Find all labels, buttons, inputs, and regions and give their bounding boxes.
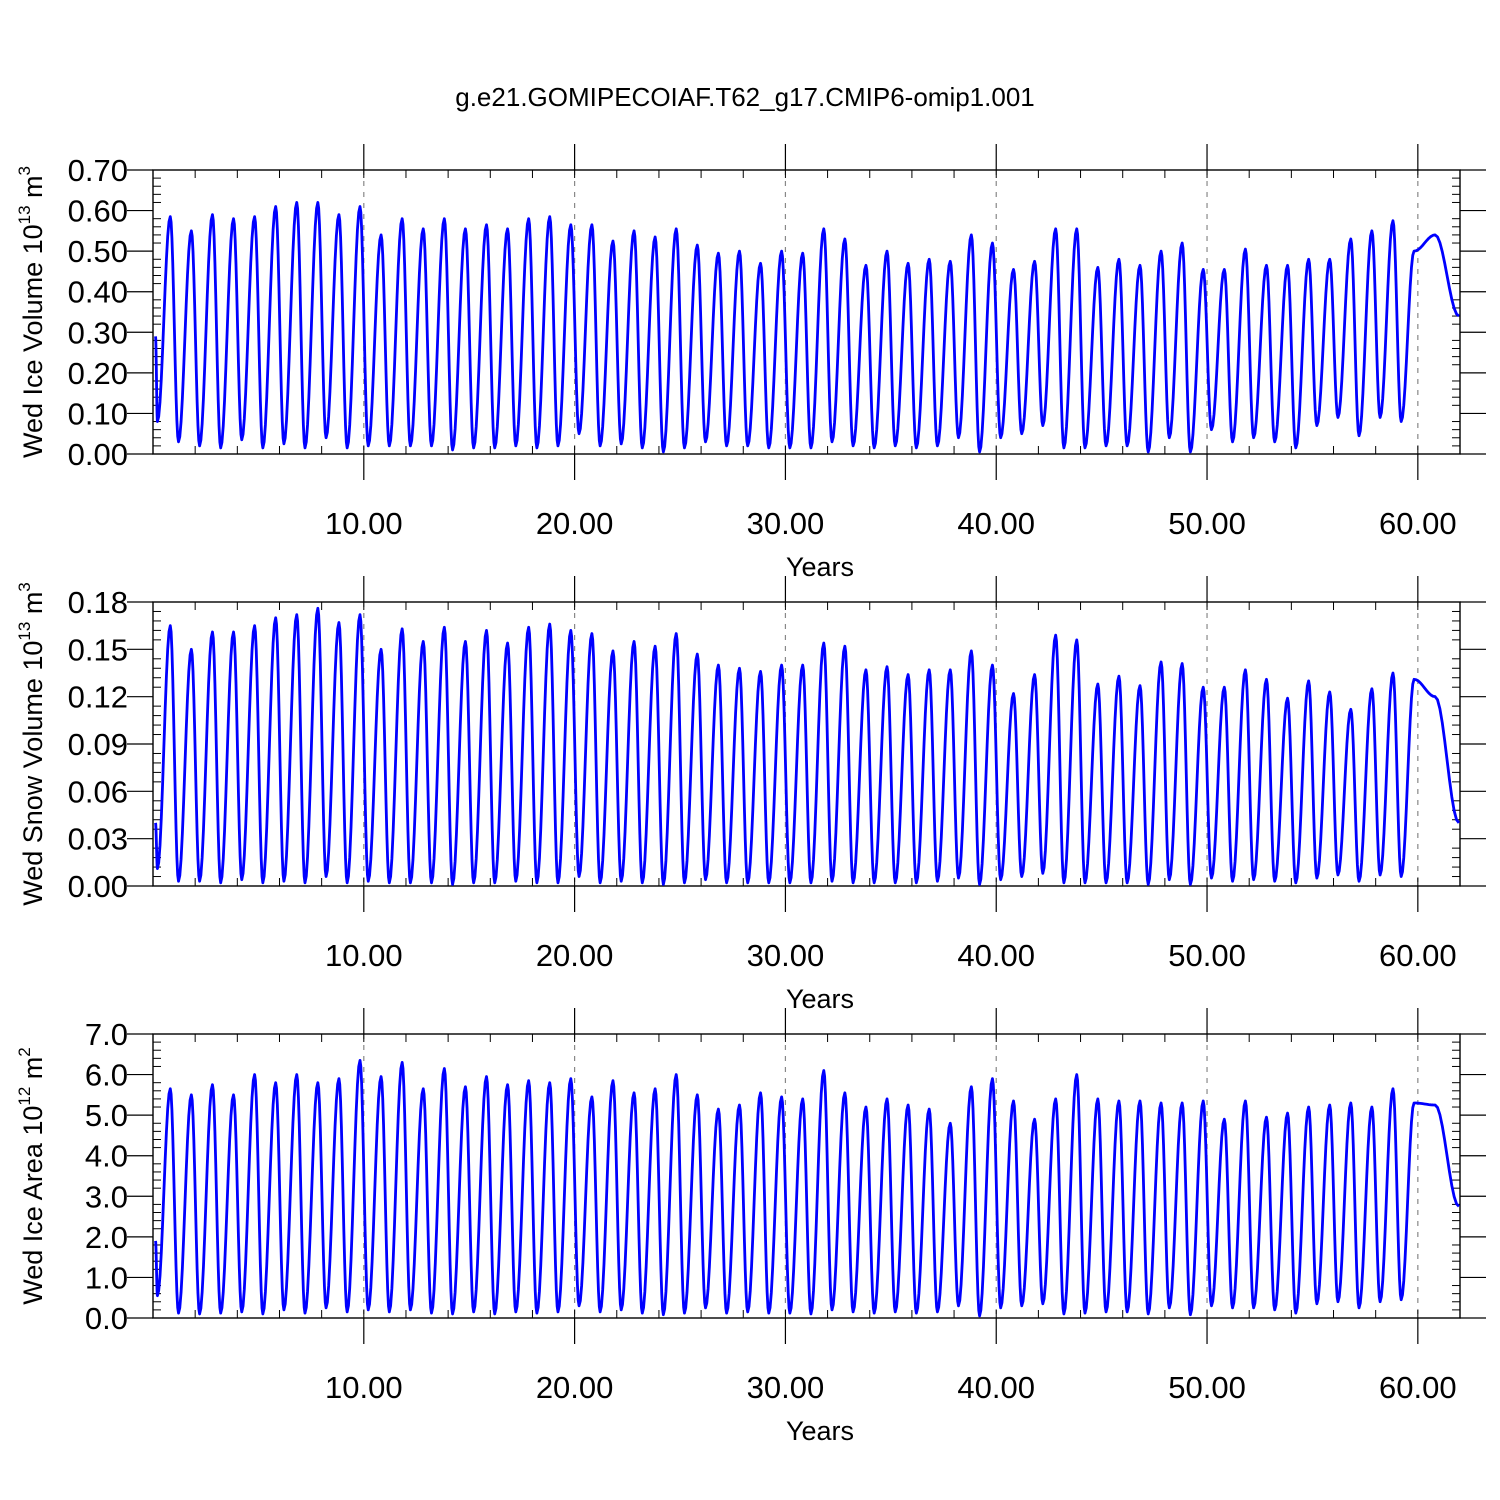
x-tick-label: 30.00 (747, 506, 825, 541)
x-tick-label: 60.00 (1379, 506, 1457, 541)
x-tick-label: 60.00 (1379, 938, 1457, 973)
panels: 10.00 20.00 30.00 40.00 50.00 60.00 0.00 0.10 0.… (15, 144, 1486, 1446)
y-tick-label: 4.0 (85, 1139, 128, 1174)
y-tick-label: 6.0 (85, 1058, 128, 1093)
x-tick-label: 10.00 (325, 1370, 403, 1405)
panel-3: 10.00 20.00 30.00 40.00 50.00 60.00 0.0 1.0 2.0 3… (15, 1008, 1486, 1446)
x-tick-label: 50.00 (1168, 938, 1246, 973)
y-axis-label: Wed Snow Volume 1013 m3 (15, 582, 48, 906)
x-tick-label: 20.00 (536, 506, 614, 541)
y-tick-label: 2.0 (85, 1220, 128, 1255)
y-tick-label: 0.12 (68, 680, 128, 715)
x-tick-label: 10.00 (325, 938, 403, 973)
x-tick-label: 20.00 (536, 1370, 614, 1405)
x-tick-label: 40.00 (957, 506, 1035, 541)
y-tick-label: 1.0 (85, 1260, 128, 1295)
y-tick-label: 0.00 (68, 437, 128, 472)
x-tick-label: 60.00 (1379, 1370, 1457, 1405)
x-axis-label: Years (786, 984, 854, 1014)
series-line (154, 606, 1461, 886)
plot-frame (152, 169, 1461, 455)
y-axis-label: Wed Ice Area 1012 m2 (15, 1047, 48, 1305)
x-tick-label: 10.00 (325, 506, 403, 541)
y-tick-label: 0.70 (68, 153, 128, 188)
series-line (154, 1058, 1460, 1318)
y-tick-label: 0.40 (68, 275, 128, 310)
y-tick-label: 3.0 (85, 1179, 128, 1214)
y-tick-label: 0.15 (68, 632, 128, 667)
y-tick-label: 0.50 (68, 234, 128, 269)
x-tick-label: 50.00 (1168, 1370, 1246, 1405)
y-tick-label: 0.30 (68, 315, 128, 350)
figure-title: g.e21.GOMIPECOIAF.T62_g17.CMIP6-omip1.00… (455, 82, 1035, 112)
series-line (154, 201, 1460, 454)
x-axis-label: Years (786, 552, 854, 582)
y-tick-label: 0.0 (85, 1301, 128, 1336)
x-tick-label: 30.00 (747, 1370, 825, 1405)
y-tick-label: 0.09 (68, 727, 128, 762)
y-tick-label: 0.06 (68, 774, 128, 809)
plot-frame (152, 1033, 1461, 1319)
y-axis-label: Wed Ice Volume 1013 m3 (15, 166, 48, 458)
y-tick-label: 0.20 (68, 356, 128, 391)
x-tick-label: 40.00 (957, 1370, 1035, 1405)
panel-2: 10.00 20.00 30.00 40.00 50.00 60.00 0.00 0.03 0.… (15, 576, 1486, 1014)
y-tick-label: 0.10 (68, 396, 128, 431)
x-axis-label: Years (786, 1416, 854, 1446)
y-tick-label: 5.0 (85, 1098, 128, 1133)
x-tick-label: 40.00 (957, 938, 1035, 973)
x-tick-label: 50.00 (1168, 506, 1246, 541)
y-tick-label: 0.00 (68, 869, 128, 904)
x-tick-label: 30.00 (747, 938, 825, 973)
y-tick-label: 0.60 (68, 194, 128, 229)
panel-1: 10.00 20.00 30.00 40.00 50.00 60.00 0.00 0.10 0.… (15, 144, 1486, 582)
x-tick-label: 20.00 (536, 938, 614, 973)
y-tick-label: 7.0 (85, 1017, 128, 1052)
y-tick-label: 0.18 (68, 585, 128, 620)
plot-frame (152, 601, 1461, 887)
y-tick-label: 0.03 (68, 822, 128, 857)
